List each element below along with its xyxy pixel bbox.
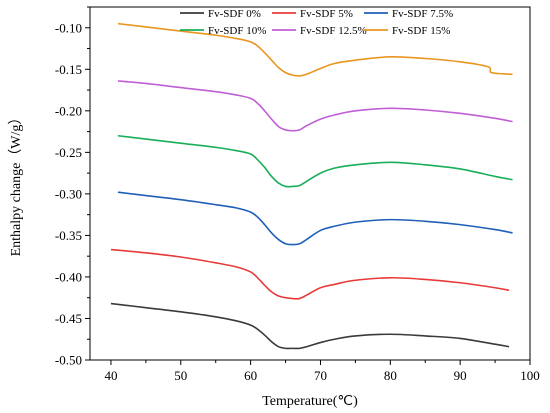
- legend-label: Fv-SDF 0%: [208, 8, 261, 20]
- legend-item: Fv-SDF 0%: [180, 8, 261, 20]
- legend-item: Fv-SDF 12.5%: [272, 25, 367, 37]
- y-tick-label: -0.35: [55, 228, 82, 243]
- y-tick-label: -0.30: [55, 186, 82, 201]
- y-tick-label: -0.10: [55, 20, 82, 35]
- plot-frame: [89, 6, 531, 361]
- series-line: [117, 80, 513, 132]
- y-tick-label: -0.45: [55, 311, 82, 326]
- y-tick-label: -0.40: [55, 269, 82, 284]
- legend-item: Fv-SDF 15%: [364, 25, 450, 37]
- legend-label: Fv-SDF 15%: [392, 25, 450, 37]
- legend-item: Fv-SDF 7.5%: [364, 8, 453, 20]
- legend-label: Fv-SDF 5%: [300, 8, 353, 20]
- y-tick-label: -0.20: [55, 103, 82, 118]
- legend-label: Fv-SDF 7.5%: [392, 8, 453, 20]
- legend-item: Fv-SDF 10%: [180, 25, 266, 37]
- x-tick-label: 90: [454, 368, 467, 383]
- x-axis: 40 50 60 70 80 90 100: [104, 360, 540, 383]
- x-tick-label: 100: [520, 368, 540, 383]
- legend-label: Fv-SDF 10%: [208, 25, 266, 37]
- x-tick-label: 50: [174, 368, 187, 383]
- x-tick-label: 60: [244, 368, 257, 383]
- y-tick-label: -0.50: [55, 353, 82, 368]
- series-line: [110, 248, 510, 300]
- y-tick-label: -0.15: [55, 62, 82, 77]
- legend: Fv-SDF 0% Fv-SDF 5% Fv-SDF 7.5% Fv-SDF 10% F…: [180, 8, 453, 37]
- y-axis: -0.10 -0.15 -0.20 -0.25 -0.30 -0.35 -0.40 -0.45…: [55, 6, 90, 368]
- legend-label: Fv-SDF 12.5%: [300, 25, 367, 37]
- series-line: [110, 302, 510, 350]
- series-line: [117, 191, 513, 246]
- series-line: [117, 22, 513, 77]
- y-tick-label: -0.25: [55, 145, 82, 160]
- x-axis-title: Temperature(℃): [262, 394, 358, 409]
- plot-border: [89, 6, 531, 361]
- series-layer: [110, 22, 513, 350]
- x-tick-label: 40: [104, 368, 117, 383]
- y-axis-title: Enthalpy change（W/g）: [8, 111, 24, 257]
- series-line: [117, 134, 513, 188]
- x-tick-label: 70: [314, 368, 327, 383]
- x-tick-label: 80: [384, 368, 397, 383]
- legend-item: Fv-SDF 5%: [272, 8, 353, 20]
